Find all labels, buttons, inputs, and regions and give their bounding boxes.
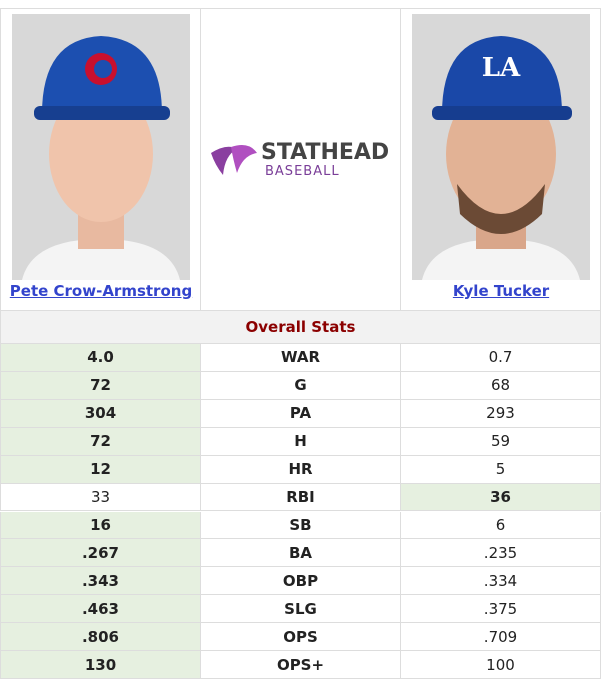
stat-value: 5 xyxy=(401,455,601,484)
stat-value: 4.0 xyxy=(0,344,201,372)
stat-label: SLG xyxy=(201,595,401,624)
right-header xyxy=(401,8,601,311)
logo-title: STATHEAD xyxy=(261,140,389,165)
stat-label: OPS+ xyxy=(201,651,401,679)
player-photo xyxy=(12,14,190,280)
stat-value: 304 xyxy=(0,399,201,428)
stat-label: SB xyxy=(201,511,401,540)
section-header: Overall Stats xyxy=(0,311,601,344)
stat-label: RBI xyxy=(201,483,401,512)
logo-subtitle: BASEBALL xyxy=(265,164,340,179)
stathead-logo: STATHEAD BASEBALL xyxy=(211,140,389,179)
stat-value: 16 xyxy=(0,511,201,540)
stat-value: 130 xyxy=(0,651,201,679)
stat-value: 68 xyxy=(401,371,601,400)
stat-value: .806 xyxy=(0,623,201,652)
stat-value: 72 xyxy=(0,427,201,456)
stat-value: 0.7 xyxy=(401,344,601,372)
svg-text:LA: LA xyxy=(482,53,521,83)
stat-label: BA xyxy=(201,539,401,568)
stat-value: .375 xyxy=(401,595,601,624)
stat-label: H xyxy=(201,427,401,456)
stat-value: 293 xyxy=(401,399,601,428)
stat-value: 12 xyxy=(0,455,201,484)
stat-label: WAR xyxy=(201,344,401,372)
stat-value: 33 xyxy=(0,483,201,512)
player-name-link[interactable]: Pete Crow-Armstrong xyxy=(9,282,193,300)
stat-label: OBP xyxy=(201,567,401,596)
stat-value: .343 xyxy=(0,567,201,596)
stat-label: HR xyxy=(201,455,401,484)
player-name-link[interactable]: Kyle Tucker xyxy=(452,282,550,300)
left-header xyxy=(0,8,201,311)
stat-value: .267 xyxy=(0,539,201,568)
stat-value: 36 xyxy=(401,483,601,512)
stat-label: OPS xyxy=(201,623,401,652)
stat-value: 72 xyxy=(0,371,201,400)
player-photo: LA xyxy=(412,14,590,280)
stat-label: G xyxy=(201,371,401,400)
stat-value: .334 xyxy=(401,567,601,596)
stat-value: 100 xyxy=(401,651,601,679)
logo-cell xyxy=(201,8,401,311)
stat-value: .235 xyxy=(401,539,601,568)
stat-label: PA xyxy=(201,399,401,428)
stat-value: .709 xyxy=(401,623,601,652)
stat-value: .463 xyxy=(0,595,201,624)
stat-value: 59 xyxy=(401,427,601,456)
stat-value: 6 xyxy=(401,511,601,540)
